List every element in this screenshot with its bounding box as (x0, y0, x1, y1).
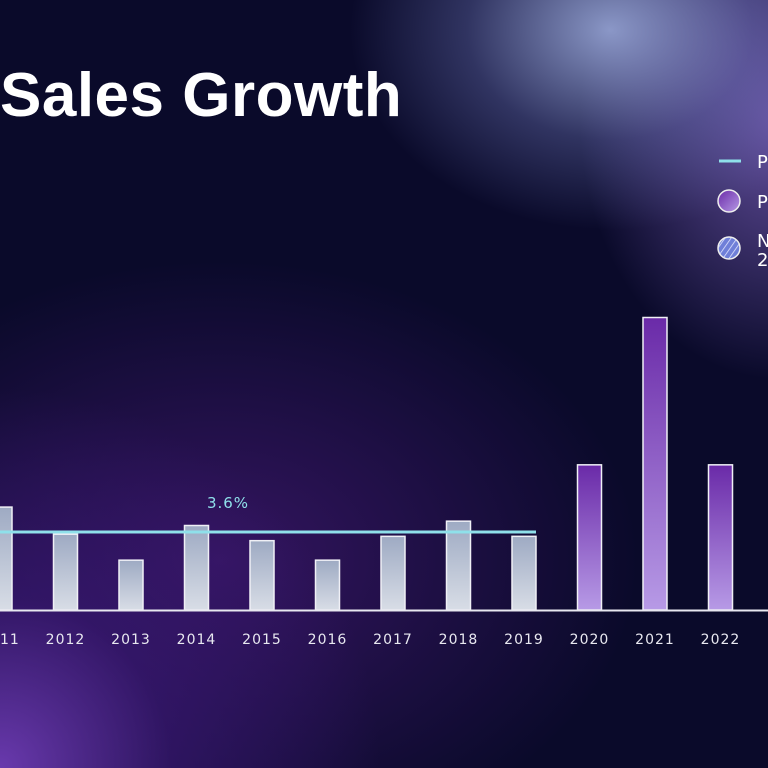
legend-label-average: P (757, 152, 768, 173)
bar-2012 (52, 533, 79, 611)
legend-label-pandemic: P (757, 192, 768, 213)
x-tick-label: 2021 (635, 632, 675, 648)
x-tick-label: 2022 (701, 632, 741, 648)
bar-2021 (642, 316, 668, 611)
bar-2011 (0, 506, 13, 611)
legend-label-other-line2: 2 (757, 250, 768, 271)
bar-2015 (249, 539, 275, 611)
average-label: 3.6% (207, 494, 249, 512)
x-tick-label: 2013 (111, 632, 151, 648)
x-tick-label: 2015 (242, 632, 282, 648)
chart-title: Sales Growth (0, 61, 403, 130)
legend: P P N 2 (717, 152, 768, 271)
x-tick-label: 2016 (308, 632, 348, 648)
legend-hatched-circle-icon (717, 236, 741, 260)
bar-2022 (707, 464, 734, 611)
x-tick-label: 2018 (439, 632, 479, 648)
bar-2013 (118, 559, 144, 611)
bar-2020 (576, 464, 603, 611)
bar-2016 (314, 559, 341, 611)
x-tick-label: 2011 (0, 632, 20, 648)
legend-label-other-line1: N (757, 231, 768, 252)
x-tick-label: 2017 (373, 632, 413, 648)
legend-purple-circle-icon (717, 189, 741, 213)
bar-2017 (380, 535, 406, 611)
x-tick-label: 2014 (177, 632, 217, 648)
bar-2018 (445, 520, 472, 611)
bar-2019 (511, 535, 537, 611)
x-tick-label: 2020 (570, 632, 610, 648)
x-tick-label: 2012 (46, 632, 86, 648)
x-tick-label: 2019 (504, 632, 544, 648)
bar-2014 (183, 524, 210, 611)
